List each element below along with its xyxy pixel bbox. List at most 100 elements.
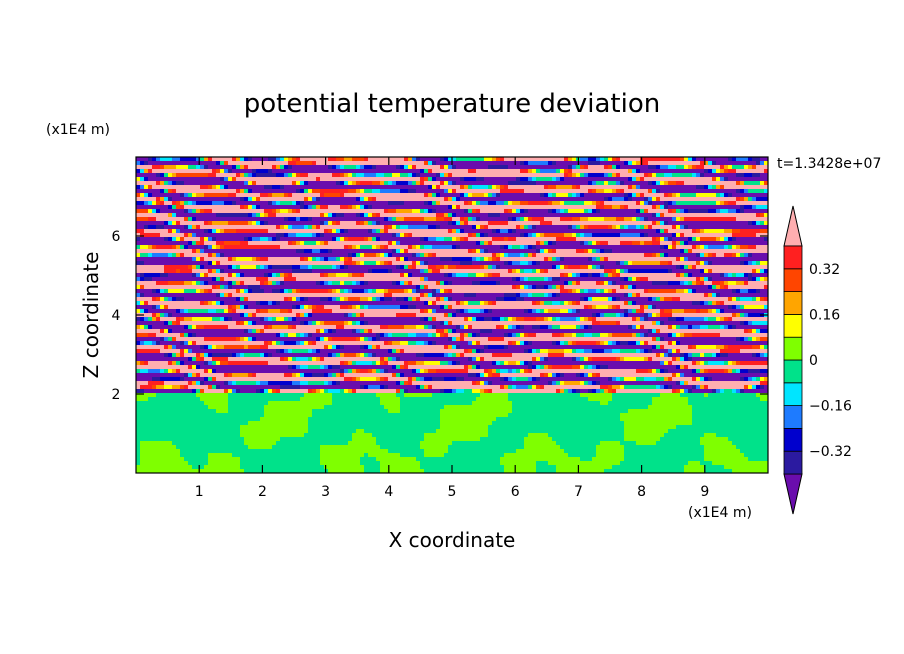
field-cell <box>692 405 768 410</box>
field-cell <box>256 301 261 306</box>
field-cell <box>224 301 257 306</box>
field-cell <box>160 289 165 294</box>
field-cell <box>732 313 737 318</box>
field-cell <box>144 185 149 190</box>
field-cell <box>292 225 305 230</box>
field-cell <box>432 289 437 294</box>
field-cell <box>552 209 557 214</box>
field-cell <box>752 297 757 302</box>
field-cell <box>208 185 213 190</box>
field-cell <box>572 193 577 198</box>
field-cell <box>316 329 321 334</box>
field-cell <box>716 161 757 166</box>
field-cell <box>732 165 745 170</box>
field-cell <box>440 413 509 418</box>
field-cell <box>224 185 229 190</box>
field-cell <box>560 293 625 298</box>
field-cell <box>692 265 697 270</box>
field-cell <box>160 329 165 334</box>
field-cell <box>408 181 413 186</box>
field-cell <box>196 157 201 162</box>
field-cell <box>368 321 441 326</box>
field-cell <box>340 257 345 262</box>
field-cell <box>412 369 417 374</box>
field-cell <box>408 281 413 286</box>
field-cell <box>616 261 621 266</box>
field-cell <box>348 321 353 326</box>
field-cell <box>228 177 233 182</box>
field-cell <box>436 213 445 218</box>
field-cell <box>704 277 709 282</box>
field-cell <box>272 193 285 198</box>
field-cell <box>136 389 145 394</box>
field-cell <box>532 293 545 298</box>
field-cell <box>728 437 768 442</box>
field-cell <box>728 209 737 214</box>
field-cell <box>144 325 149 330</box>
field-cell <box>632 301 637 306</box>
field-cell <box>260 301 269 306</box>
field-cell <box>308 181 337 186</box>
field-cell <box>448 329 453 334</box>
field-cell <box>228 221 249 226</box>
field-cell <box>312 161 317 166</box>
field-cell <box>604 349 613 354</box>
field-cell <box>520 333 525 338</box>
field-cell <box>268 317 273 322</box>
field-cell <box>208 345 213 350</box>
field-cell <box>452 181 457 186</box>
field-cell <box>204 237 209 242</box>
field-cell <box>380 401 401 406</box>
field-cell <box>420 377 425 382</box>
field-cell <box>480 333 505 338</box>
field-cell <box>496 361 501 366</box>
field-cell <box>332 309 421 314</box>
field-cell <box>348 441 377 446</box>
field-cell <box>352 205 357 210</box>
field-cell <box>616 173 621 178</box>
field-cell <box>424 453 445 458</box>
field-cell <box>428 385 433 390</box>
field-cell <box>344 193 425 198</box>
field-cell <box>324 257 329 262</box>
field-cell <box>300 297 305 302</box>
field-cell <box>224 253 349 258</box>
field-cell <box>556 373 561 378</box>
field-cell <box>324 357 381 362</box>
field-cell <box>416 377 421 382</box>
field-cell <box>304 341 309 346</box>
field-cell <box>428 333 433 338</box>
field-cell <box>368 453 401 458</box>
field-cell <box>520 209 525 214</box>
field-cell <box>464 309 469 314</box>
field-cell <box>204 281 209 286</box>
field-cell <box>176 189 237 194</box>
field-cell <box>472 365 477 370</box>
field-cell <box>360 281 365 286</box>
field-cell <box>164 369 169 374</box>
field-cell <box>488 381 493 386</box>
field-cell <box>332 397 381 402</box>
field-cell <box>364 197 369 202</box>
field-cell <box>300 313 305 318</box>
field-cell <box>192 373 197 378</box>
field-cell <box>276 389 281 394</box>
field-cell <box>472 233 477 238</box>
field-cell <box>608 157 613 162</box>
field-cell <box>308 205 313 210</box>
field-cell <box>380 337 449 342</box>
field-cell <box>524 349 529 354</box>
field-cell <box>288 241 293 246</box>
field-cell <box>200 209 205 214</box>
field-cell <box>624 205 629 210</box>
field-cell <box>432 301 437 306</box>
field-cell <box>344 369 349 374</box>
field-cell <box>468 273 477 278</box>
field-cell <box>164 221 169 226</box>
field-cell <box>516 217 521 222</box>
field-cell <box>304 189 309 194</box>
field-cell <box>380 297 385 302</box>
field-cell <box>752 253 768 258</box>
field-cell <box>340 221 357 226</box>
field-cell <box>348 245 353 250</box>
